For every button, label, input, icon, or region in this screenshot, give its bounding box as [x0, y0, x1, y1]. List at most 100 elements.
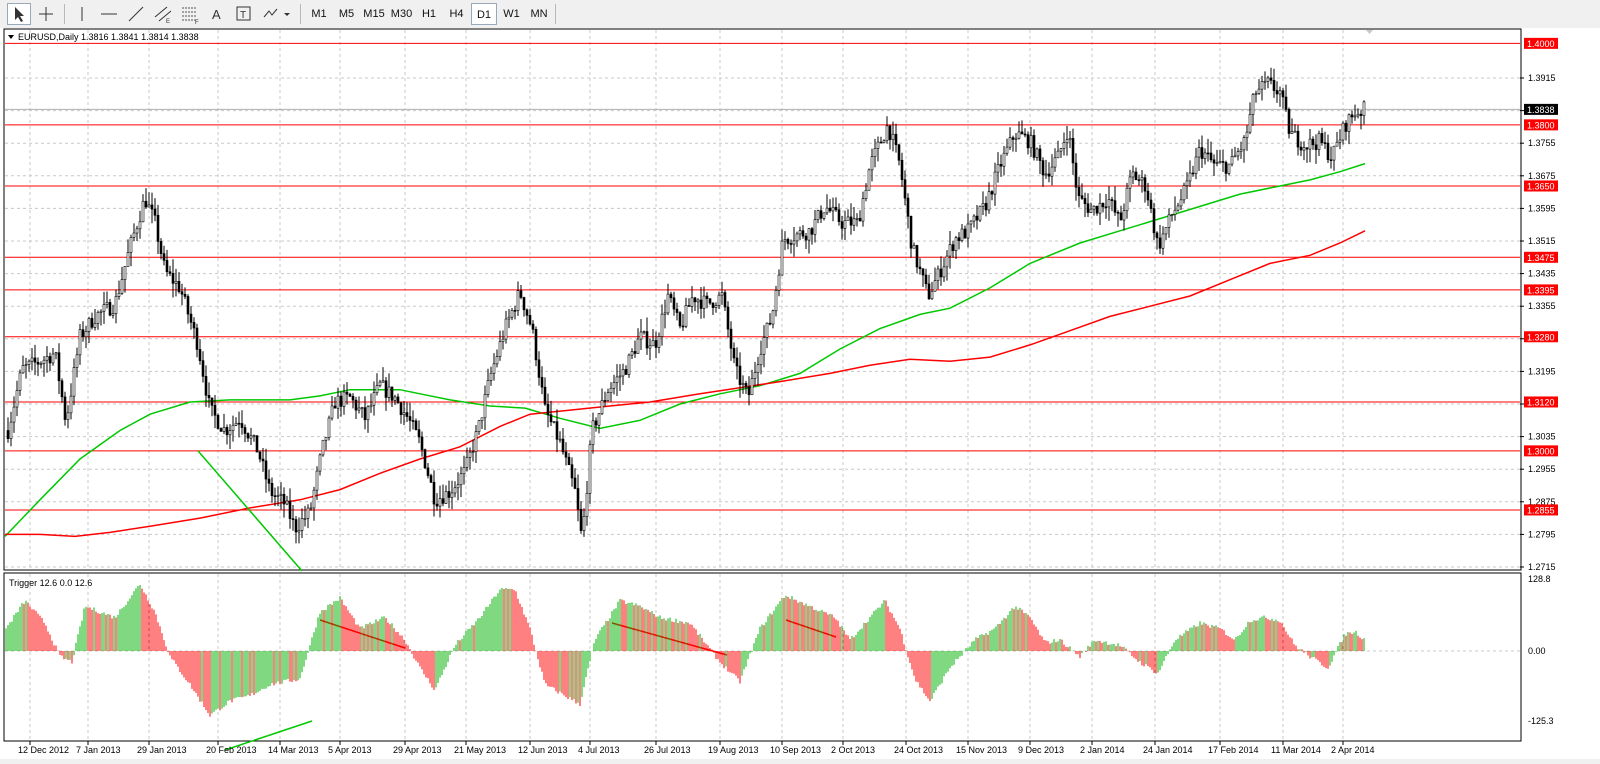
price-pane[interactable]	[3, 28, 1522, 571]
candle-body	[93, 322, 97, 328]
candle-body	[414, 420, 418, 430]
candle-body	[1044, 173, 1048, 176]
candle-body	[201, 360, 205, 377]
candle-body	[480, 417, 484, 422]
candle-body	[48, 356, 52, 364]
candle-body	[363, 407, 367, 421]
candle-body	[1098, 202, 1102, 214]
candle-body	[378, 381, 382, 386]
chart-header: EURUSD,Daily 1.3816 1.3841 1.3814 1.3838	[18, 32, 199, 42]
timeframe-m30-button[interactable]: M30	[390, 8, 413, 20]
candle-body	[873, 148, 877, 157]
candle-body	[294, 519, 298, 533]
candle-body	[1014, 137, 1018, 140]
timeframe-w1-button[interactable]: W1	[503, 8, 520, 20]
candle-body	[744, 383, 748, 388]
candle-body	[1203, 152, 1207, 159]
candle-body	[186, 296, 190, 315]
chart-shift-marker-icon[interactable]	[1366, 30, 1373, 34]
candle-body	[570, 464, 574, 479]
candle-body	[300, 518, 304, 531]
cursor-icon[interactable]	[7, 3, 31, 25]
arrows-icon[interactable]	[259, 3, 293, 25]
chart-canvas[interactable]: 1.39151.38351.37551.36751.35951.35151.34…	[0, 28, 1600, 759]
date-tick-label: 14 Mar 2013	[268, 745, 319, 755]
candle-body	[1023, 133, 1027, 136]
candle-body	[798, 230, 802, 235]
candle-body	[774, 290, 778, 312]
candle-body	[720, 292, 724, 296]
candle-body	[900, 159, 904, 180]
level-price-labels: 1.4000 1.3800 1.3650 1.3475 1.3395 1.3280 1.31…	[1524, 37, 1558, 516]
candle-body	[303, 518, 307, 520]
candle-body	[330, 405, 334, 419]
candle-body	[1155, 232, 1159, 239]
text-icon[interactable]: A	[205, 3, 229, 25]
crosshair-icon[interactable]	[34, 3, 58, 25]
candle-body	[1359, 113, 1363, 116]
candle-body	[39, 363, 43, 365]
timeframe-h1-button[interactable]: H1	[421, 8, 437, 20]
date-tick-label: 15 Nov 2013	[956, 745, 1007, 755]
date-tick-label: 7 Jan 2013	[76, 745, 121, 755]
candle-body	[141, 200, 145, 223]
current-price-tag	[1524, 103, 1558, 115]
fibonacci-icon[interactable]: F	[178, 3, 202, 26]
vertical-line-icon[interactable]	[70, 3, 94, 25]
candle-body	[939, 268, 943, 278]
candle-body	[321, 439, 325, 456]
timeframe-mn-button[interactable]: MN	[530, 8, 548, 20]
date-tick-label: 29 Jan 2013	[137, 745, 187, 755]
candle-body	[1056, 150, 1060, 159]
candle-body	[519, 290, 523, 298]
candle-body	[1110, 199, 1114, 201]
candle-body	[822, 212, 826, 219]
chart-menu-arrow-icon[interactable]	[8, 35, 14, 39]
trendline-icon[interactable]	[124, 3, 148, 25]
text-label-icon[interactable]: T	[232, 3, 256, 25]
candle-body	[831, 206, 835, 212]
horizontal-line-icon[interactable]	[97, 3, 121, 25]
timeframe-m1-button[interactable]: M1	[311, 8, 327, 20]
candle-body	[1173, 209, 1177, 215]
level-price-label: 1.3000	[1527, 446, 1555, 456]
candle-body	[1164, 227, 1168, 235]
candle-body	[171, 273, 175, 284]
candle-body	[933, 280, 937, 292]
price-trendline[interactable]	[197, 450, 303, 572]
candle-body	[525, 309, 529, 316]
level-price-tag	[1524, 331, 1558, 343]
candle-body	[150, 204, 154, 210]
candle-body	[495, 356, 499, 365]
candle-body	[24, 364, 28, 366]
timeframe-m5-button[interactable]: M5	[338, 8, 355, 20]
price-tick-label: 1.3515	[1528, 236, 1556, 246]
candle-body	[1293, 130, 1297, 133]
timeframe-h4-button[interactable]: H4	[449, 8, 464, 20]
candle-body	[663, 312, 667, 315]
candle-body	[423, 449, 427, 469]
timeframe-m15-button[interactable]: M15	[363, 8, 385, 20]
candle-body	[195, 327, 199, 350]
candle-body	[381, 380, 385, 383]
svg-text:T: T	[240, 10, 246, 21]
candle-body	[6, 430, 10, 439]
timeframe-d1-button[interactable]: D1	[471, 3, 497, 25]
date-tick-label: 2 Oct 2013	[831, 745, 875, 755]
candle-body	[981, 203, 985, 207]
candle-body	[435, 503, 439, 507]
candle-body	[801, 230, 805, 237]
indicator-pane[interactable]	[3, 572, 1522, 742]
price-tick-label: 1.2875	[1528, 497, 1556, 507]
candle-body	[735, 357, 739, 367]
candle-body	[210, 397, 214, 406]
candle-body	[552, 421, 556, 423]
equidistant-channel-icon[interactable]: E	[151, 3, 175, 25]
chart-window[interactable]: 1.39151.38351.37551.36751.35951.35151.34…	[0, 28, 1600, 759]
candle-body	[30, 357, 34, 362]
candle-body	[606, 392, 610, 401]
candle-body	[1269, 77, 1273, 81]
indicator-divergence-line[interactable]	[224, 720, 313, 751]
candle-body	[462, 467, 466, 475]
candle-body	[855, 217, 859, 220]
